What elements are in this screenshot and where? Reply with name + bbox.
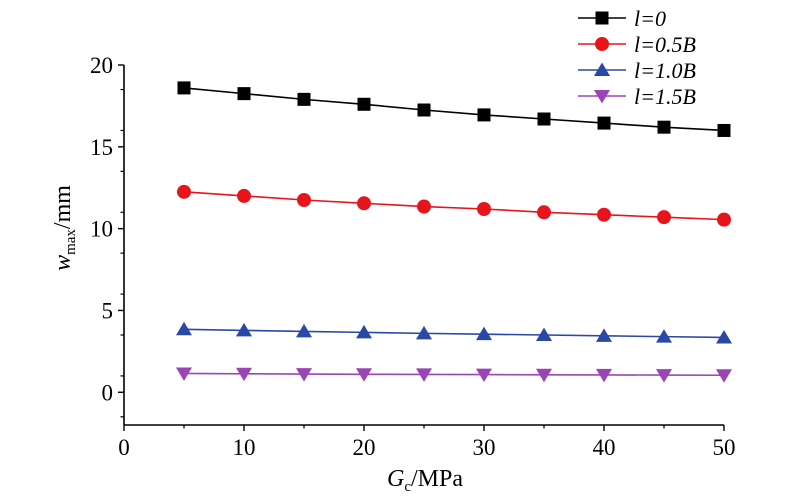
- series-3: [176, 367, 732, 383]
- y-tick-label: 15: [90, 135, 113, 160]
- data-point: [356, 324, 372, 339]
- x-tick-label: 50: [713, 435, 736, 460]
- data-point: [596, 368, 612, 383]
- data-point: [417, 199, 431, 214]
- data-point: [296, 323, 312, 338]
- data-point: [176, 367, 192, 381]
- series-line: [183, 191, 725, 221]
- y-axis-label: wmax/mm: [50, 185, 79, 271]
- data-point: [656, 369, 672, 383]
- legend-label: l=0.5B: [634, 32, 696, 57]
- data-point: [716, 329, 732, 344]
- legend: l=0l=0.5Bl=1.0Bl=1.5B: [578, 6, 696, 109]
- legend-label: l=0: [634, 6, 666, 31]
- data-point: [597, 207, 611, 222]
- legend-item-1: l=0.5B: [578, 32, 696, 57]
- data-point: [357, 97, 371, 111]
- series-layer: [176, 81, 732, 383]
- data-point: [416, 325, 432, 340]
- data-point: [236, 367, 252, 382]
- data-point: [537, 205, 551, 220]
- data-point: [177, 184, 191, 199]
- data-point: [237, 188, 251, 203]
- y-tick-label: 10: [90, 217, 113, 242]
- data-point: [176, 321, 192, 336]
- data-point: [596, 328, 612, 342]
- legend-marker: [595, 37, 609, 51]
- data-point: [656, 329, 672, 343]
- data-point: [177, 81, 191, 95]
- series-1: [177, 184, 731, 227]
- data-point: [297, 193, 311, 207]
- data-point: [717, 123, 731, 137]
- data-point: [477, 108, 491, 122]
- series-line: [183, 328, 725, 339]
- data-point: [416, 368, 432, 382]
- data-point: [476, 326, 492, 341]
- data-point: [536, 368, 552, 383]
- legend-label: l=1.5B: [634, 84, 696, 109]
- x-tick-label: 0: [118, 435, 130, 460]
- x-axis-label: Gc/MPa: [387, 466, 463, 495]
- series-0: [177, 81, 731, 137]
- x-tick-label: 20: [353, 435, 376, 460]
- legend-label: l=1.0B: [634, 58, 696, 83]
- series-2: [176, 321, 732, 344]
- data-point: [297, 92, 311, 106]
- legend-item-3: l=1.5B: [578, 84, 696, 109]
- data-point: [597, 116, 611, 130]
- y-tick-label: 5: [102, 298, 114, 323]
- data-point: [476, 368, 492, 383]
- legend-marker: [594, 62, 610, 76]
- data-point: [356, 368, 372, 382]
- data-point: [536, 327, 552, 341]
- series-line: [183, 87, 725, 132]
- y-tick-label: 20: [90, 53, 113, 78]
- legend-marker: [595, 11, 609, 25]
- x-tick-label: 30: [473, 435, 496, 460]
- y-axis-ticks: 0 5 10 15 20: [90, 53, 124, 418]
- data-point: [237, 87, 251, 101]
- data-point: [717, 212, 731, 227]
- data-point: [357, 196, 371, 211]
- data-point: [657, 210, 671, 225]
- x-tick-label: 10: [233, 435, 256, 460]
- y-tick-label: 0: [102, 380, 114, 405]
- x-tick-label: 40: [593, 435, 616, 460]
- legend-item-2: l=1.0B: [578, 58, 696, 83]
- data-point: [537, 112, 551, 126]
- data-point: [716, 369, 732, 383]
- data-point: [417, 103, 431, 117]
- data-point: [477, 202, 491, 216]
- legend-item-0: l=0: [578, 6, 666, 31]
- legend-marker: [594, 90, 610, 104]
- series-line: [183, 372, 725, 377]
- x-axis-ticks: 0 10 20 30 40 50: [118, 425, 736, 460]
- data-point: [296, 368, 312, 382]
- data-point: [657, 120, 671, 134]
- data-point: [236, 322, 252, 337]
